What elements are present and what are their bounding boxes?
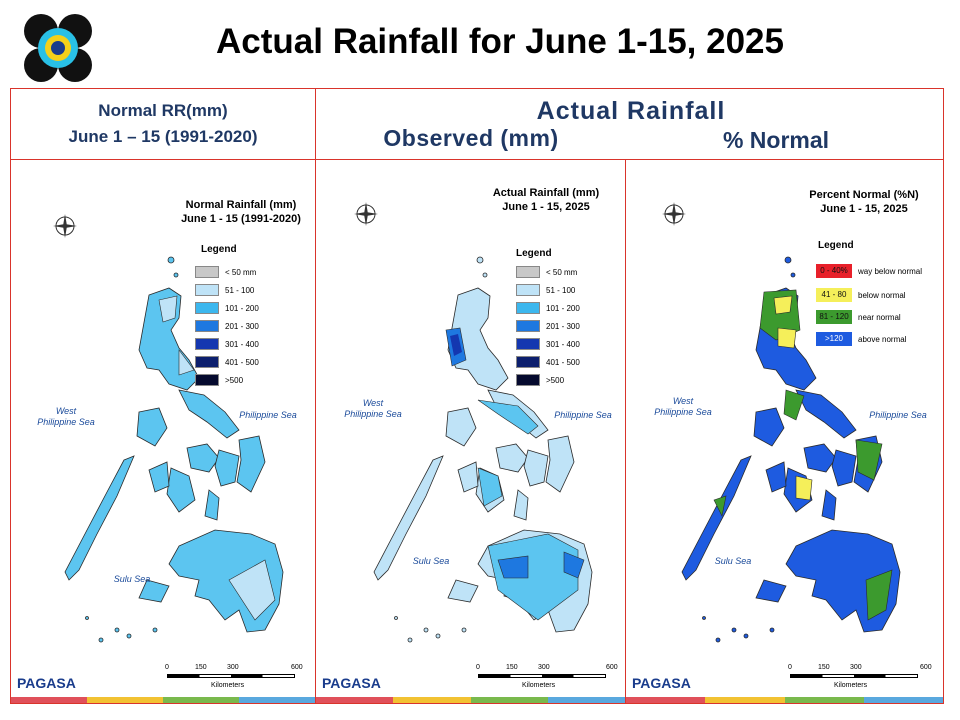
header-percent: % Normal (722, 127, 830, 153)
pagasa-brand: PAGASA (632, 675, 691, 691)
legend-swatch (516, 356, 540, 368)
scale-tick: 0 (165, 664, 169, 671)
label-west-sea: West Philippine Sea (344, 398, 402, 419)
header-normal-line2: June 1 – 15 (1991-2020) (68, 127, 258, 146)
pagasa-logo (24, 14, 92, 82)
scale-tick: 600 (606, 664, 618, 671)
scale-tick: 300 (227, 664, 239, 671)
legend-title: Legend (516, 248, 552, 259)
legend-swatch: 81 - 120 (816, 310, 852, 324)
legend-swatch: 41 - 80 (816, 288, 852, 302)
legend-swatch (516, 374, 540, 386)
footer-color-strip (316, 697, 625, 703)
legend-label: 401 - 500 (546, 358, 580, 367)
scale-unit: Kilometers (834, 682, 868, 689)
panel-observed-title-1: Actual Rainfall (mm) (492, 187, 600, 199)
legend-swatch (195, 320, 219, 332)
panel-observed-rainfall: Actual Rainfall (mm) June 1 - 15, 2025 L… (315, 159, 626, 704)
label-philippine-sea: Philippine Sea (554, 410, 612, 420)
header-actual-title: Actual Rainfall (536, 97, 726, 125)
panel-percent-normal: Percent Normal (%N) June 1 - 15, 2025 Le… (625, 159, 944, 704)
pagasa-brand: PAGASA (322, 675, 381, 691)
legend-swatch (195, 374, 219, 386)
label-west-sea: West Philippine Sea (654, 396, 712, 417)
legend-label: near normal (858, 313, 901, 322)
scale-bar (478, 674, 606, 678)
scale-tick: 0 (476, 664, 480, 671)
scale-tick: 600 (291, 664, 303, 671)
map-percent (681, 256, 901, 643)
legend-label: 401 - 500 (225, 358, 259, 367)
header-actual: Actual Rainfall Observed (mm) % Normal (315, 88, 944, 160)
panel-normal-title-2: June 1 - 15 (1991-2020) (181, 213, 301, 225)
page-title: Actual Rainfall for June 1-15, 2025 (216, 22, 784, 61)
map-observed (373, 256, 593, 643)
scale-tick: 150 (506, 664, 518, 671)
legend-label: >500 (546, 376, 565, 385)
legend-swatch (516, 284, 540, 296)
scale-tick: 300 (850, 664, 862, 671)
legend-swatch (195, 266, 219, 278)
legend-label: way below normal (858, 267, 923, 276)
legend-label: 101 - 200 (225, 304, 259, 313)
scale-unit: Kilometers (522, 682, 556, 689)
label-sulu-sea: Sulu Sea (113, 574, 151, 584)
label-philippine-sea: Philippine Sea (869, 410, 927, 420)
legend-swatch (516, 338, 540, 350)
legend-label: 51 - 100 (546, 286, 576, 295)
scale-bar (167, 674, 295, 678)
legend-title: Legend (201, 244, 237, 255)
label-philippine-sea: Philippine Sea (239, 410, 297, 420)
legend-label: 301 - 400 (546, 340, 580, 349)
panel-normal-rainfall: Normal Rainfall (mm) June 1 - 15 (1991-2… (10, 159, 316, 704)
legend-label: 201 - 300 (225, 322, 259, 331)
legend-swatch (195, 338, 219, 350)
label-west-sea: West Philippine Sea (37, 406, 95, 427)
compass-icon (53, 214, 77, 238)
legend-label: >500 (225, 376, 244, 385)
map-normal (64, 256, 284, 643)
legend-label: below normal (858, 291, 906, 300)
panel-percent-title-2: June 1 - 15, 2025 (820, 203, 908, 215)
legend-swatch: 0 - 40% (816, 264, 852, 278)
scale-tick: 600 (920, 664, 932, 671)
legend-swatch (195, 302, 219, 314)
scale-tick: 150 (195, 664, 207, 671)
legend-swatch (195, 356, 219, 368)
legend-swatch (195, 284, 219, 296)
legend-label: above normal (858, 335, 907, 344)
panel-normal-title-1: Normal Rainfall (mm) (185, 199, 297, 211)
scale-bar (790, 674, 918, 678)
label-sulu-sea: Sulu Sea (412, 556, 450, 566)
legend-label: < 50 mm (546, 268, 578, 277)
legend-label: < 50 mm (225, 268, 257, 277)
footer-color-strip (11, 697, 315, 703)
label-sulu-sea: Sulu Sea (714, 556, 752, 566)
footer-color-strip (626, 697, 943, 703)
legend-label: 301 - 400 (225, 340, 259, 349)
scale-tick: 150 (818, 664, 830, 671)
scale-unit: Kilometers (211, 682, 245, 689)
legend-label: 101 - 200 (546, 304, 580, 313)
compass-icon (662, 202, 686, 226)
legend-swatch (516, 266, 540, 278)
legend-swatch: >120 (816, 332, 852, 346)
header-observed: Observed (mm) (383, 125, 559, 151)
header-normal-line1: Normal RR(mm) (98, 101, 228, 120)
panel-observed-title-2: June 1 - 15, 2025 (502, 201, 590, 213)
header-normal: Normal RR(mm) June 1 – 15 (1991-2020) (10, 88, 316, 160)
scale-tick: 0 (788, 664, 792, 671)
legend-title: Legend (818, 240, 854, 251)
compass-icon (354, 202, 378, 226)
pagasa-brand: PAGASA (17, 675, 76, 691)
legend-swatch (516, 302, 540, 314)
legend-swatch (516, 320, 540, 332)
scale-tick: 300 (538, 664, 550, 671)
legend-label: 201 - 300 (546, 322, 580, 331)
panel-percent-title-1: Percent Normal (%N) (809, 189, 919, 201)
legend-label: 51 - 100 (225, 286, 255, 295)
